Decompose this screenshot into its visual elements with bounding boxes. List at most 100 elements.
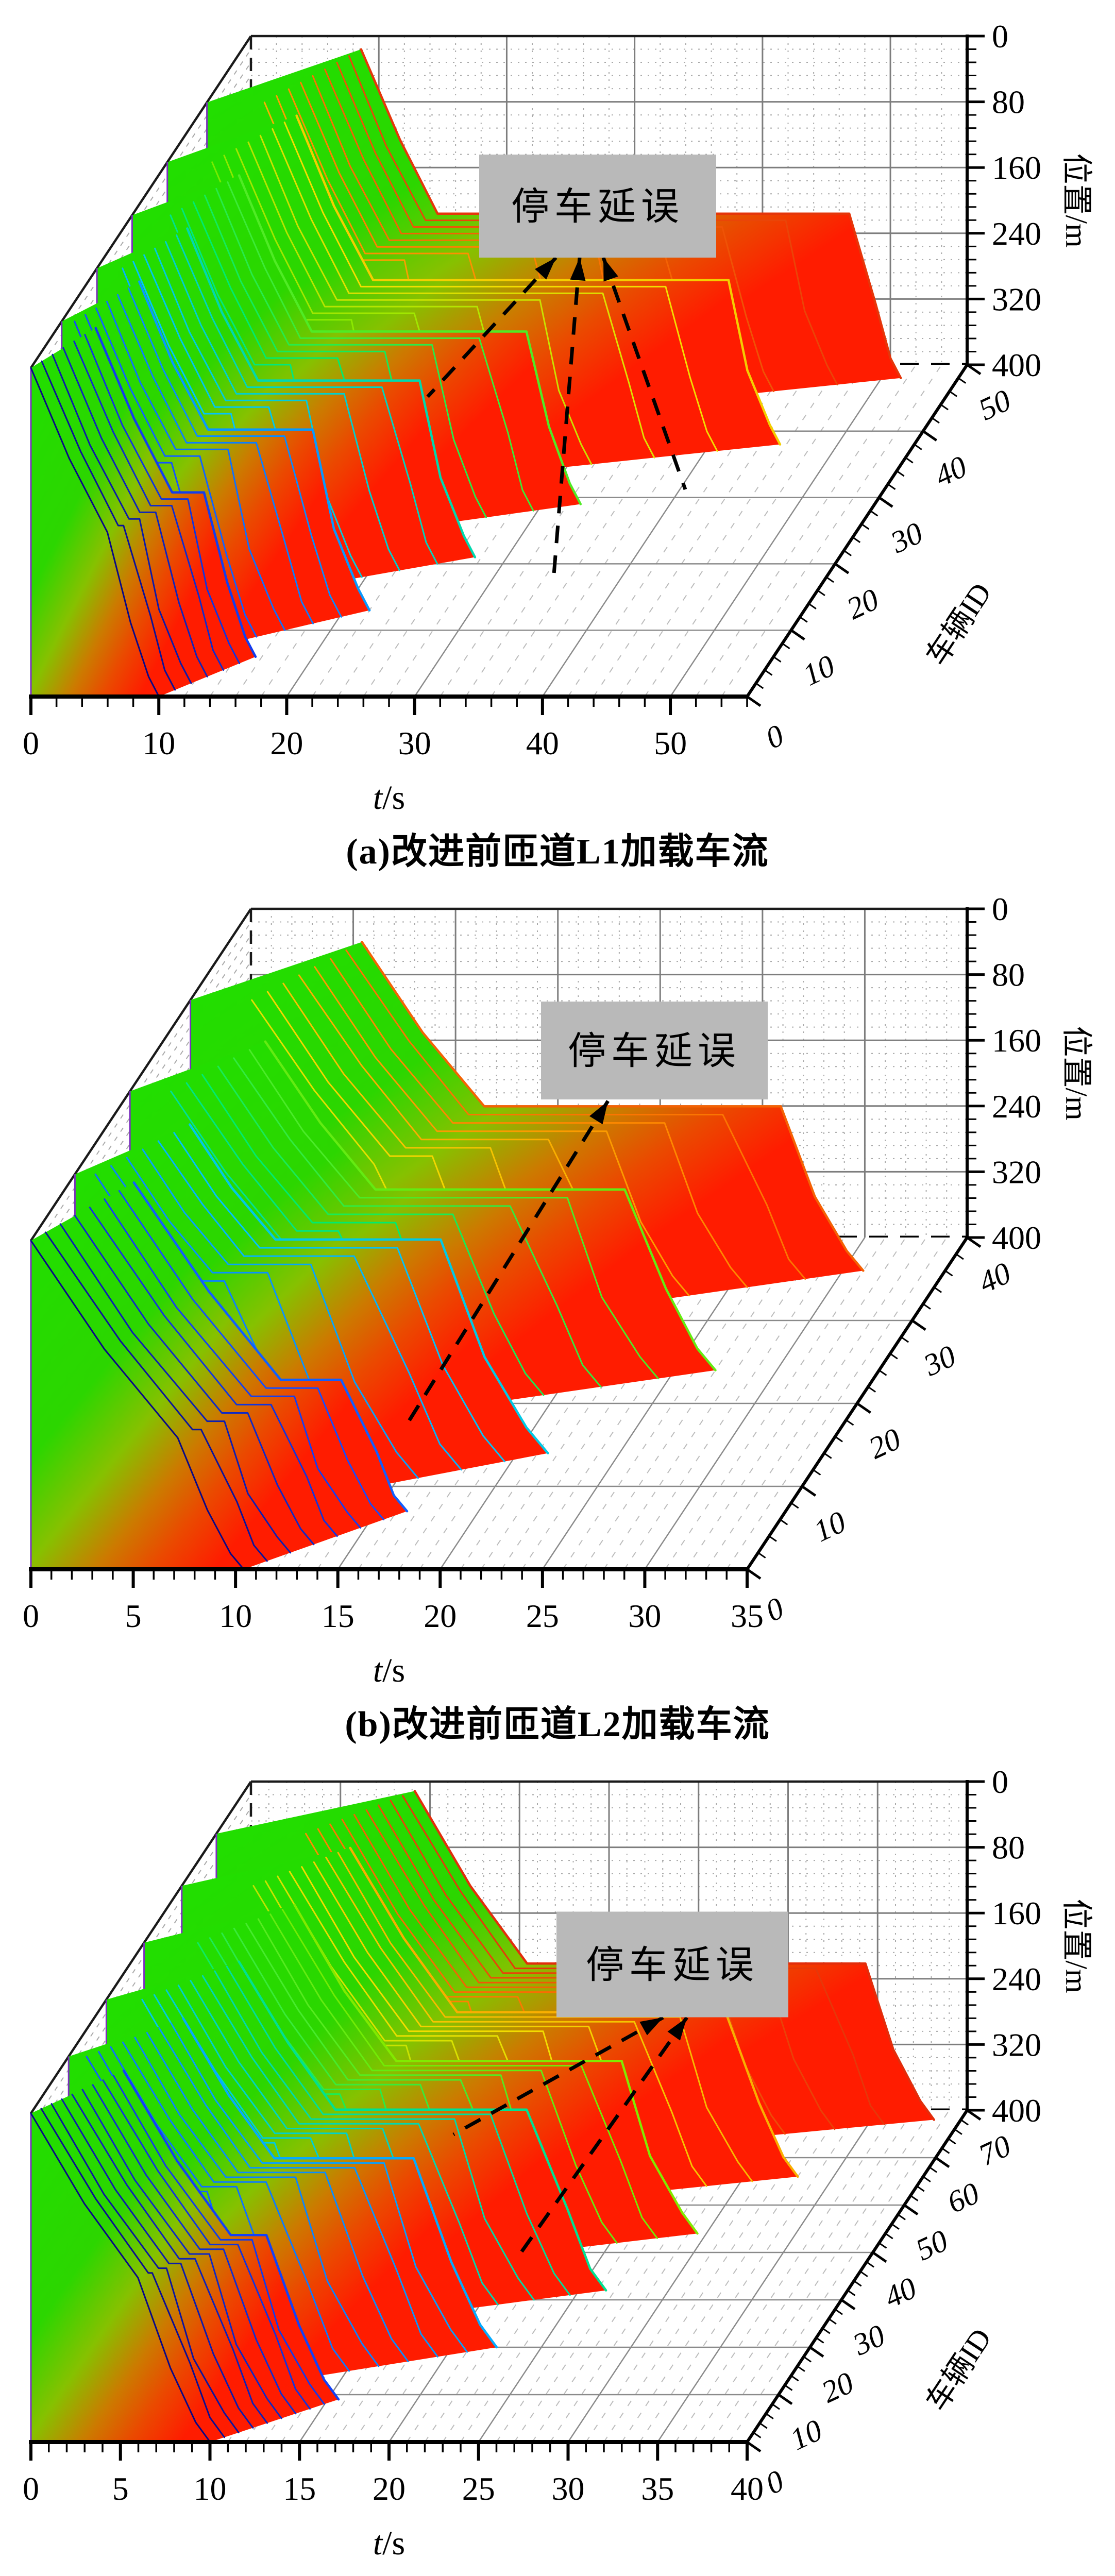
- vehicle-trajectory: [201, 1975, 499, 2306]
- svg-text:320: 320: [992, 2026, 1041, 2063]
- panel-b: 0 5 10 15 20 25 30 35 t/s 0 10 20 30 40 0 80 160 240 320 40…: [0, 873, 1115, 1745]
- vehicle-trajectory: [50, 2103, 240, 2434]
- svg-text:30: 30: [398, 725, 431, 761]
- vehicle-trajectory: [132, 1181, 409, 1513]
- svg-text:320: 320: [992, 281, 1041, 317]
- vehicle-trajectory: [214, 1970, 535, 2301]
- vehicle-trajectory: [176, 234, 438, 565]
- vehicle-trajectory: [146, 2032, 409, 2363]
- svg-text:30: 30: [918, 1338, 961, 1383]
- svg-text:5: 5: [125, 1598, 142, 1634]
- vehicle-trajectory: [71, 2093, 268, 2424]
- svg-text:80: 80: [992, 1829, 1025, 1866]
- vehicle-trajectory: [272, 128, 655, 459]
- svg-text:0: 0: [761, 1591, 789, 1628]
- vehicle-trajectory: [52, 353, 192, 684]
- vehicle-trajectory: [348, 55, 838, 386]
- vehicle-trajectory: [92, 2084, 297, 2415]
- svg-text:0: 0: [992, 891, 1008, 927]
- stop-delay-annotation: 停车延误: [406, 1002, 768, 1425]
- trajectory-plot-a: 0 10 20 30 40 50t/s01020304050车辆ID08016024032…: [23, 18, 1093, 817]
- vehicle-trajectory: [189, 1123, 549, 1454]
- vehicle-trajectory: [106, 300, 286, 631]
- svg-text:0: 0: [761, 718, 789, 755]
- annotation-arrow-line: [406, 1100, 610, 1425]
- vehicle-trajectory: [102, 2079, 311, 2410]
- annotation-arrow-line: [426, 256, 558, 398]
- svg-text:50: 50: [973, 383, 1016, 427]
- vehicle-trajectory: [295, 114, 782, 446]
- vehicle-trajectory: [170, 2022, 468, 2353]
- svg-text:40: 40: [930, 449, 972, 493]
- svg-text:320: 320: [992, 1154, 1041, 1190]
- annotation-arrowhead: [603, 258, 618, 282]
- svg-text:20: 20: [424, 1598, 457, 1634]
- vehicle-trajectory: [165, 241, 400, 571]
- vehicle-trajectory: [59, 1223, 292, 1554]
- vehicle-trajectory: [61, 2098, 254, 2429]
- svg-text:240: 240: [992, 215, 1041, 252]
- z-axis-label: 位置/m: [1059, 153, 1093, 247]
- x-axis-label: t/s: [373, 779, 405, 817]
- svg-text:25: 25: [526, 1598, 559, 1634]
- vehicle-trajectory: [84, 334, 241, 665]
- vehicle-trajectory: [30, 367, 160, 698]
- vehicle-trajectory: [62, 347, 208, 677]
- svg-text:10: 10: [808, 1504, 851, 1548]
- vehicle-trajectory: [360, 48, 902, 380]
- annotation-arrowhead: [570, 258, 586, 281]
- svg-text:30: 30: [848, 2318, 890, 2362]
- platoon-sheet: [31, 2071, 339, 2442]
- svg-text:60: 60: [942, 2176, 984, 2219]
- svg-text:400: 400: [992, 347, 1041, 383]
- vehicle-trajectory: [157, 1140, 462, 1471]
- svg-text:35: 35: [641, 2470, 674, 2507]
- vehicle-trajectory: [118, 1190, 385, 1520]
- panel-c: 0 5 10 15 20 25 30 35 40 t/s 0 10 20 30 40 50 60 70 车辆ID 0 8…: [0, 1745, 1115, 2576]
- vehicle-trajectory: [238, 174, 582, 505]
- vehicle-trajectory: [142, 1148, 419, 1479]
- vehicle-trajectory: [74, 1215, 315, 1546]
- platoon-sheet: [31, 1182, 407, 1569]
- annotation-text: 停车延误: [586, 1944, 759, 1987]
- annotation-arrowhead: [667, 2018, 687, 2041]
- time-axis: 0 5 10 15 20 25 30 35 40 t/s: [23, 2440, 764, 2562]
- annotation-text: 停车延误: [568, 1030, 741, 1073]
- vehicle-trajectory: [89, 1207, 338, 1537]
- svg-text:40: 40: [526, 725, 559, 761]
- annotation-box: [479, 155, 716, 258]
- svg-text:0: 0: [761, 2464, 789, 2501]
- vehicle-trajectory: [402, 1795, 885, 2126]
- svg-text:20: 20: [841, 582, 884, 626]
- svg-text:0: 0: [23, 1598, 39, 1634]
- vehicle-trajectory: [233, 1057, 602, 1388]
- time-axis: 0 10 20 30 40 50 t/s: [23, 694, 748, 817]
- vehicle-trajectory: [314, 966, 690, 1297]
- vehicle-trajectory: [345, 950, 806, 1280]
- svg-text:5: 5: [112, 2470, 129, 2507]
- svg-text:0: 0: [23, 725, 39, 761]
- svg-text:160: 160: [992, 1022, 1041, 1059]
- svg-text:30: 30: [552, 2470, 585, 2507]
- svg-text:50: 50: [910, 2223, 953, 2267]
- vehicle-trajectory: [283, 121, 718, 452]
- annotation-arrow-line: [552, 257, 582, 575]
- svg-text:30: 30: [628, 1598, 661, 1634]
- svg-text:40: 40: [879, 2270, 921, 2314]
- annotation-arrowhead: [535, 258, 556, 280]
- svg-text:20: 20: [864, 1421, 906, 1465]
- vehicle-trajectory: [122, 2069, 340, 2401]
- panel-a: 0 10 20 30 40 50 t/s 0 10 20 30 40 50 车辆ID 0 80 160 240 32…: [0, 0, 1115, 873]
- caption-c: (c)改进后匝道L1加载车流: [0, 2568, 1115, 2576]
- svg-text:400: 400: [992, 1219, 1041, 1256]
- vehicle-trajectory: [127, 287, 342, 618]
- vehicle-trajectory: [81, 2089, 282, 2419]
- svg-text:35: 35: [731, 1598, 764, 1634]
- stop-delay-annotation: 停车延误: [452, 1911, 788, 2262]
- vehicle-trajectory: [158, 2027, 438, 2358]
- svg-text:240: 240: [992, 1961, 1041, 1997]
- svg-text:50: 50: [654, 725, 687, 761]
- svg-text:160: 160: [992, 1895, 1041, 1931]
- svg-text:160: 160: [992, 149, 1041, 186]
- annotation-arrowhead: [639, 2018, 663, 2036]
